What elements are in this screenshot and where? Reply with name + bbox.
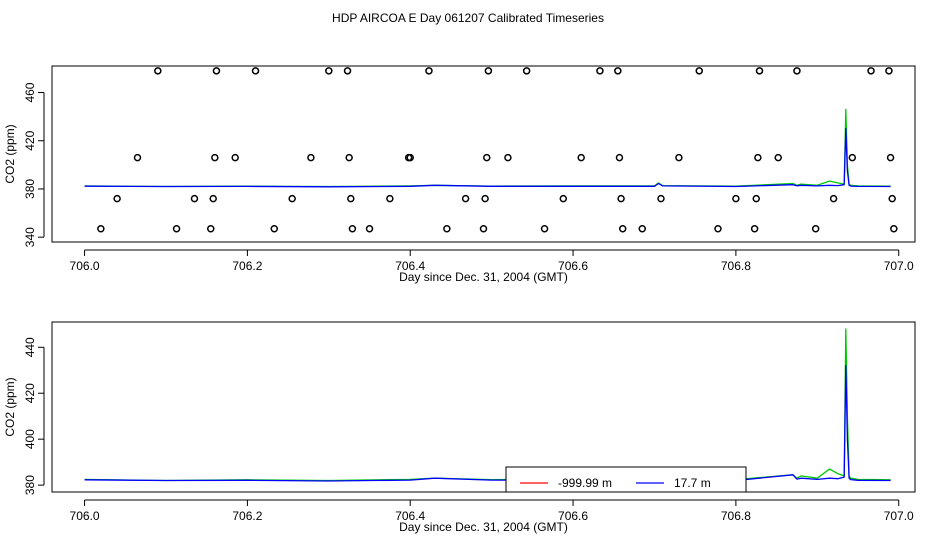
data-point	[325, 67, 333, 75]
data-point	[657, 194, 665, 203]
x-tick-label: 706.0	[70, 509, 100, 523]
x-tick-label: 706.8	[721, 509, 751, 523]
data-point	[886, 153, 895, 162]
data-point	[638, 224, 647, 233]
y-tick-label: 420	[23, 383, 37, 403]
data-point	[270, 224, 279, 233]
x-tick-label: 706.4	[395, 509, 425, 523]
x-tick-label: 706.6	[558, 259, 588, 273]
y-tick-label: 380	[23, 179, 37, 199]
data-point	[386, 194, 394, 203]
data-point	[885, 67, 893, 75]
data-point	[618, 224, 627, 233]
x-tick-label: 706.6	[558, 509, 588, 523]
data-point	[207, 224, 215, 233]
plot-frame	[51, 321, 916, 493]
x-tick-label: 706.2	[232, 259, 262, 273]
data-point	[483, 153, 491, 162]
x-tick-label: 707.0	[884, 509, 914, 523]
data-point	[890, 224, 898, 233]
y-tick-label: 400	[23, 429, 37, 449]
data-point	[596, 67, 604, 75]
y-tick-label: 440	[23, 337, 37, 357]
data-point	[752, 194, 760, 203]
legend: -999.99 m 17.7 m	[505, 466, 747, 493]
data-point	[97, 224, 105, 233]
data-point	[211, 153, 219, 162]
data-point	[617, 194, 625, 203]
data-point	[172, 224, 181, 233]
data-point	[888, 194, 896, 203]
chart-top: 706.0 706.2 706.4 706.6 706.8 707.0 Day since …	[3, 65, 916, 284]
legend-label: -999.99 m	[558, 476, 612, 490]
data-point	[848, 153, 857, 162]
x-axis-label: Day since Dec. 31, 2004 (GMT)	[399, 270, 568, 284]
y-tick-label: 340	[23, 227, 37, 247]
data-point	[614, 67, 622, 75]
data-point	[251, 67, 260, 75]
x-tick-label: 707.0	[884, 259, 914, 273]
x-tick-label: 706.8	[721, 259, 751, 273]
chart-bottom: 706.0 706.2 706.4 706.6 706.8 707.0 Day since …	[3, 321, 916, 534]
data-point	[345, 153, 353, 162]
series-line-green	[84, 108, 891, 188]
plot-frame	[51, 65, 916, 243]
data-point	[540, 224, 549, 233]
y-axis-label: CO2 (ppm)	[3, 377, 17, 436]
data-point	[348, 224, 357, 233]
data-point	[829, 194, 838, 203]
data-point	[481, 194, 489, 203]
data-point	[406, 153, 414, 162]
data-point	[484, 67, 493, 75]
data-point	[577, 153, 585, 162]
data-point	[774, 153, 782, 162]
data-point	[793, 67, 801, 75]
data-point	[732, 194, 740, 203]
data-point	[154, 67, 162, 75]
data-point	[212, 67, 221, 75]
legend-label: 17.7 m	[674, 476, 711, 490]
data-point	[365, 224, 374, 233]
data-point	[695, 67, 703, 75]
data-point	[347, 194, 355, 203]
data-point	[750, 224, 759, 233]
y-tick-label: 420	[23, 130, 37, 150]
data-point	[559, 194, 568, 203]
data-point	[504, 153, 512, 162]
data-point	[479, 224, 488, 233]
data-point	[461, 194, 470, 203]
data-point	[443, 224, 451, 233]
data-point	[425, 67, 433, 75]
series-line-green	[84, 328, 891, 482]
page-title: HDP AIRCOA E Day 061207 Calibrated Times…	[332, 11, 604, 25]
data-point	[867, 67, 875, 75]
y-axis-label: CO2 (ppm)	[3, 124, 17, 183]
x-axis-label: Day since Dec. 31, 2004 (GMT)	[399, 520, 568, 534]
x-tick-label: 706.2	[232, 509, 262, 523]
data-point	[133, 153, 142, 162]
x-tick-label: 706.0	[70, 259, 100, 273]
y-tick-label: 460	[23, 82, 37, 102]
series-line-blue	[84, 364, 891, 482]
data-point	[190, 194, 199, 203]
y-tick-label: 380	[23, 475, 37, 495]
data-point	[343, 67, 352, 75]
data-point	[754, 153, 762, 162]
data-point	[307, 153, 315, 162]
data-point	[675, 153, 683, 162]
data-point	[209, 194, 217, 203]
data-point	[615, 153, 624, 162]
legend-box	[505, 466, 747, 493]
data-point	[714, 224, 722, 233]
data-point	[755, 67, 764, 75]
data-point	[288, 194, 296, 203]
data-point	[231, 153, 239, 162]
series-line-blue	[84, 128, 891, 188]
data-point	[811, 224, 820, 233]
x-tick-label: 706.4	[395, 259, 425, 273]
data-point	[113, 194, 121, 203]
data-point	[522, 67, 531, 75]
